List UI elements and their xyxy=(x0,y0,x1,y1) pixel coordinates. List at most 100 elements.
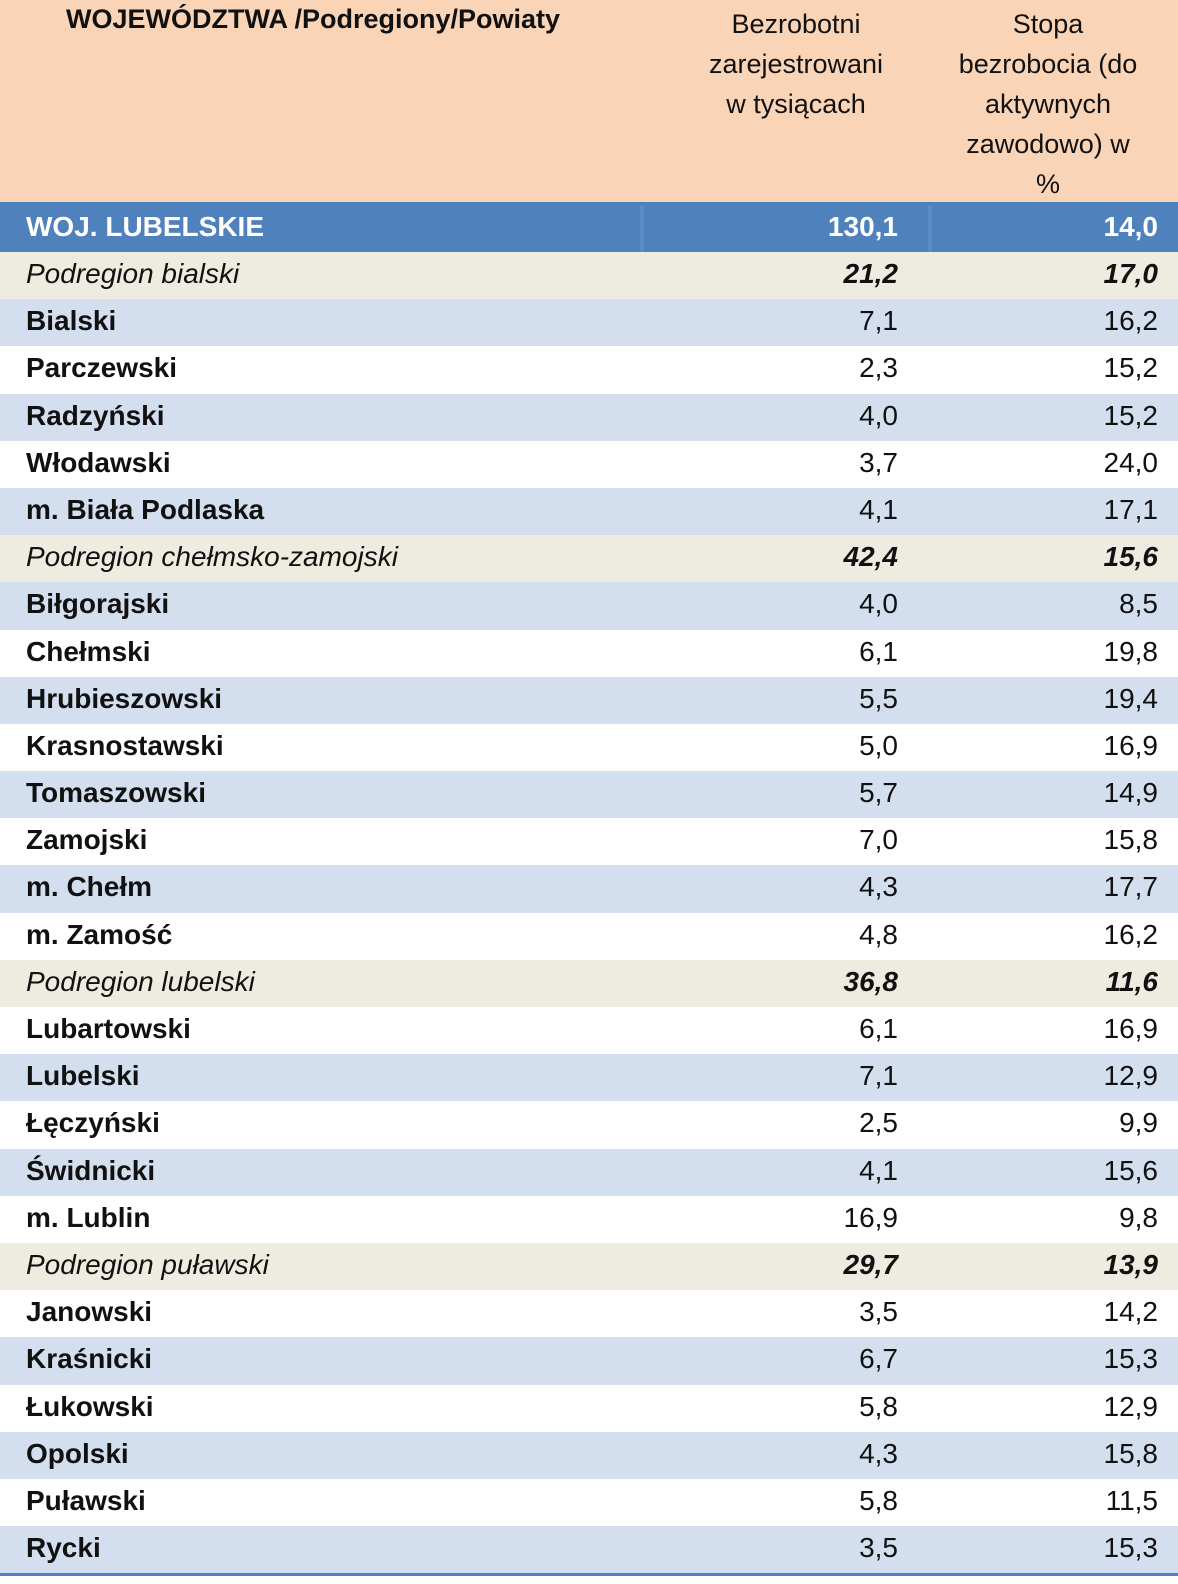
table-row: Włodawski 3,7 24,0 xyxy=(0,440,1178,488)
column-header-rate: Stopa bezrobocia (do aktywnych zawodowo)… xyxy=(928,4,1168,204)
row-unemployed-value: 6,1 xyxy=(859,1013,898,1044)
row-name: Podregion puławski xyxy=(26,1248,269,1280)
row-name: Hrubieszowski xyxy=(26,682,223,714)
row-name: m. Zamość xyxy=(26,918,173,950)
row-unemployed-value: 5,0 xyxy=(859,729,898,761)
row-name: Łęczyński xyxy=(26,1107,160,1139)
row-name: Biłgorajski xyxy=(26,588,170,620)
row-unemployed-value: 5,8 xyxy=(859,1484,898,1516)
row-unemployed-value: 2,5 xyxy=(859,1107,898,1139)
row-name: Łukowski xyxy=(26,1390,154,1422)
row-rate-value: 8,5 xyxy=(1119,588,1158,620)
column-header-rate-line: zawodowo) w xyxy=(966,129,1130,159)
row-name: Świdnicki xyxy=(26,1154,156,1186)
row-rate-value: 19,4 xyxy=(1103,682,1159,714)
column-header-unemployed: Bezrobotni zarejestrowani w tysiącach xyxy=(668,4,924,124)
row-rate-value: 19,8 xyxy=(1103,635,1159,667)
row-rate-value: 14,2 xyxy=(1103,1296,1159,1328)
row-rate-value: 17,0 xyxy=(1103,258,1159,289)
row-unemployed-value: 5,8 xyxy=(859,1390,898,1422)
table-row: Rycki 3,5 15,3 xyxy=(0,1526,1178,1574)
row-rate-value: 15,2 xyxy=(1103,399,1159,431)
row-unemployed-value: 130,1 xyxy=(827,211,898,242)
table-row: Podregion lubelski 36,8 11,6 xyxy=(0,959,1178,1007)
row-unemployed-value: 16,9 xyxy=(843,1201,899,1233)
row-rate-value: 17,1 xyxy=(1103,493,1159,525)
table-row: Radzyński 4,0 15,2 xyxy=(0,393,1178,441)
row-rate-value: 15,6 xyxy=(1103,1154,1159,1186)
row-unemployed-value: 5,7 xyxy=(859,777,898,809)
table-row: Zamojski 7,0 15,8 xyxy=(0,818,1178,866)
row-name: Kraśnicki xyxy=(26,1343,153,1375)
table-row: Łęczyński 2,5 9,9 xyxy=(0,1101,1178,1149)
table-row: Łukowski 5,8 12,9 xyxy=(0,1384,1178,1432)
row-unemployed-value: 5,5 xyxy=(859,682,898,714)
row-rate-value: 9,9 xyxy=(1119,1107,1158,1139)
table-row: Krasnostawski 5,0 16,9 xyxy=(0,723,1178,772)
table-row: Chełmski 6,1 19,8 xyxy=(0,629,1178,677)
row-rate-value: 16,2 xyxy=(1103,305,1159,337)
column-header-rate-line: aktywnych xyxy=(984,89,1112,119)
row-name: Janowski xyxy=(26,1296,153,1328)
column-header-rate-line: bezrobocia (do xyxy=(958,49,1138,79)
table-row: Biłgorajski 4,0 8,5 xyxy=(0,582,1178,630)
row-name: Podregion bialski xyxy=(26,258,240,289)
table-row: WOJ. LUBELSKIE 130,1 14,0 xyxy=(0,205,1178,252)
table-row: Lubelski 7,1 12,9 xyxy=(0,1054,1178,1102)
row-name: Radzyński xyxy=(26,399,165,431)
row-rate-value: 16,9 xyxy=(1103,729,1159,761)
table-row: Parczewski 2,3 15,2 xyxy=(0,346,1178,394)
row-name: Podregion lubelski xyxy=(26,965,255,997)
table-row: m. Zamość 4,8 16,2 xyxy=(0,912,1178,960)
column-header-rate-line: % xyxy=(1035,169,1060,199)
table-row: Podregion chełmsko-zamojski 42,4 15,6 xyxy=(0,535,1178,583)
row-rate-value: 12,9 xyxy=(1103,1060,1159,1092)
row-rate-value: 16,2 xyxy=(1103,918,1159,950)
table-row: Podregion bialski 21,2 17,0 xyxy=(0,252,1178,300)
row-name: Opolski xyxy=(26,1437,129,1469)
row-name: m. Biała Podlaska xyxy=(26,493,265,525)
table-row: Lubartowski 6,1 16,9 xyxy=(0,1007,1178,1055)
row-name: m. Lublin xyxy=(26,1201,151,1233)
table-row: Janowski 3,5 14,2 xyxy=(0,1290,1178,1338)
row-rate-value: 15,8 xyxy=(1103,1437,1159,1469)
row-rate-value: 9,8 xyxy=(1119,1201,1158,1233)
row-unemployed-value: 7,1 xyxy=(859,1060,898,1092)
row-rate-value: 17,7 xyxy=(1103,871,1159,903)
row-unemployed-value: 4,8 xyxy=(859,918,898,950)
row-name: Tomaszowski xyxy=(26,777,206,809)
row-rate-value: 11,6 xyxy=(1105,965,1158,997)
row-name: Podregion chełmsko-zamojski xyxy=(26,541,398,573)
row-unemployed-value: 4,0 xyxy=(859,588,898,620)
row-name: Bialski xyxy=(26,305,117,337)
row-unemployed-value: 4,0 xyxy=(859,399,898,431)
row-rate-value: 12,9 xyxy=(1103,1390,1159,1422)
column-header-unemployed-line: zarejestrowani xyxy=(708,49,884,79)
row-rate-value: 15,8 xyxy=(1103,824,1159,856)
row-rate-value: 14,9 xyxy=(1103,777,1159,809)
row-name: Parczewski xyxy=(26,352,177,384)
row-rate-value: 11,5 xyxy=(1105,1484,1158,1516)
row-unemployed-value: 3,5 xyxy=(859,1532,898,1564)
row-name: Krasnostawski xyxy=(26,729,224,761)
row-name: m. Chełm xyxy=(26,871,153,903)
row-rate-value: 13,9 xyxy=(1103,1248,1159,1280)
row-rate-value: 15,3 xyxy=(1103,1532,1159,1564)
table-header: WOJEWÓDZTWA /Podregiony/Powiaty Bezrobot… xyxy=(0,0,1178,205)
table-row: m. Chełm 4,3 17,7 xyxy=(0,865,1178,913)
table-row: m. Biała Podlaska 4,1 17,1 xyxy=(0,487,1178,536)
row-unemployed-value: 4,1 xyxy=(859,1154,898,1186)
row-rate-value: 14,0 xyxy=(1103,211,1159,242)
row-name: WOJ. LUBELSKIE xyxy=(26,211,265,242)
row-unemployed-value: 3,5 xyxy=(859,1296,898,1328)
column-header-region: WOJEWÓDZTWA /Podregiony/Powiaty xyxy=(66,4,561,34)
row-rate-value: 15,2 xyxy=(1103,352,1159,384)
table-row: Świdnicki 4,1 15,6 xyxy=(0,1148,1178,1196)
row-name: Puławski xyxy=(26,1484,146,1516)
column-separator xyxy=(640,205,644,252)
row-unemployed-value: 21,2 xyxy=(843,258,899,289)
row-rate-value: 15,6 xyxy=(1103,541,1159,573)
row-unemployed-value: 2,3 xyxy=(859,352,898,384)
row-name: Włodawski xyxy=(26,446,171,478)
